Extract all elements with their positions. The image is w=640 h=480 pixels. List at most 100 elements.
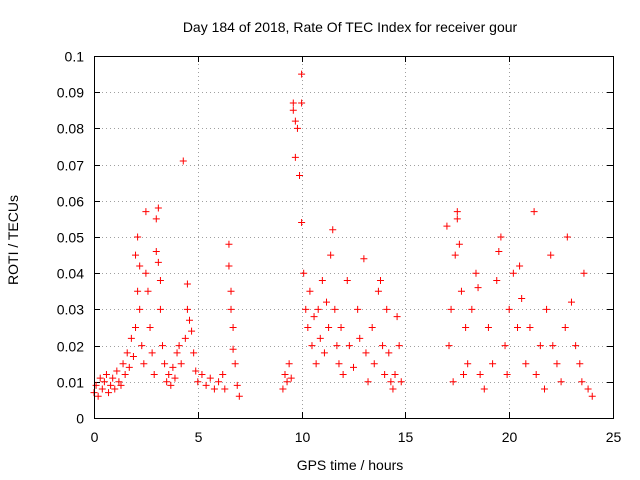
data-point xyxy=(354,305,362,313)
data-point xyxy=(161,360,169,368)
data-point xyxy=(308,342,316,350)
data-point xyxy=(443,222,451,230)
data-point xyxy=(451,251,459,259)
data-point xyxy=(206,374,214,382)
data-point xyxy=(94,392,102,400)
data-point xyxy=(92,381,100,389)
y-tick-label: 0.04 xyxy=(57,266,84,282)
data-point xyxy=(339,371,347,379)
data-point xyxy=(325,324,333,331)
data-point xyxy=(119,360,127,368)
data-point xyxy=(503,371,511,379)
data-point xyxy=(156,276,164,284)
y-tick-label: 0.02 xyxy=(57,339,84,355)
data-point xyxy=(229,324,237,331)
data-point xyxy=(337,324,345,331)
axis-ticks: 0 5 10 15 20 25 0 0.01 0.02 0.03 0.04 0.05 0.06 0.07 0… xyxy=(57,49,622,446)
data-point xyxy=(287,374,295,382)
data-point xyxy=(194,378,202,386)
data-point xyxy=(111,385,119,393)
data-point xyxy=(293,124,301,132)
data-point xyxy=(389,385,397,393)
data-point xyxy=(532,371,540,379)
data-point xyxy=(536,342,544,350)
data-point xyxy=(227,287,235,295)
data-point xyxy=(561,324,569,331)
data-point xyxy=(376,276,384,284)
data-point xyxy=(125,363,133,371)
data-point xyxy=(210,385,218,393)
data-point xyxy=(235,392,243,400)
data-point xyxy=(173,349,181,357)
data-point xyxy=(165,371,173,379)
data-point xyxy=(453,208,461,216)
data-point xyxy=(229,345,237,353)
data-point xyxy=(109,374,117,382)
data-point xyxy=(148,349,156,357)
data-point xyxy=(543,305,551,313)
data-point xyxy=(129,352,137,360)
data-point xyxy=(169,363,177,371)
data-point xyxy=(150,371,158,379)
data-point xyxy=(567,298,575,306)
data-point xyxy=(362,349,370,357)
data-point xyxy=(453,215,461,223)
data-point xyxy=(383,305,391,313)
data-point xyxy=(279,385,287,393)
data-point xyxy=(318,276,326,284)
data-point xyxy=(578,378,586,386)
data-point xyxy=(144,287,152,295)
data-point xyxy=(283,378,291,386)
data-point xyxy=(350,363,357,371)
data-point xyxy=(285,360,293,368)
data-point xyxy=(188,327,196,335)
data-point xyxy=(472,269,480,277)
data-point xyxy=(233,381,241,389)
data-point xyxy=(185,316,193,324)
data-point xyxy=(462,324,470,331)
data-point xyxy=(183,280,191,288)
data-point xyxy=(98,385,106,393)
data-point xyxy=(113,367,121,375)
data-point xyxy=(395,342,403,350)
plot-frame xyxy=(94,56,614,419)
data-point xyxy=(320,349,328,357)
data-point xyxy=(505,305,513,313)
data-point xyxy=(183,305,191,313)
x-tick-label: 0 xyxy=(91,429,99,445)
data-point xyxy=(175,342,183,350)
data-point xyxy=(231,360,239,368)
data-point xyxy=(190,349,198,357)
data-point xyxy=(312,360,320,368)
data-point xyxy=(563,233,571,241)
x-tick-label: 5 xyxy=(195,429,203,445)
y-tick-label: 0.08 xyxy=(57,121,84,137)
data-point xyxy=(179,157,187,165)
data-point xyxy=(105,389,113,397)
data-point xyxy=(356,334,364,342)
data-point xyxy=(296,171,304,179)
data-point xyxy=(154,258,162,266)
data-point xyxy=(360,255,368,263)
data-point xyxy=(391,371,399,379)
data-point xyxy=(572,342,580,350)
data-point xyxy=(557,378,565,386)
data-point xyxy=(316,334,324,342)
data-point xyxy=(289,99,297,107)
data-point xyxy=(167,381,175,389)
data-point xyxy=(225,240,233,248)
data-point xyxy=(304,324,312,331)
data-point xyxy=(476,371,484,379)
chart-title: Day 184 of 2018, Rate Of TEC Index for r… xyxy=(183,19,518,35)
data-point xyxy=(449,378,457,386)
data-point xyxy=(132,251,140,259)
data-point xyxy=(514,324,522,331)
y-tick-label: 0.03 xyxy=(57,302,84,318)
data-point xyxy=(146,324,154,331)
data-point xyxy=(227,305,235,313)
data-point xyxy=(393,313,401,321)
data-point xyxy=(96,374,104,382)
data-point xyxy=(385,349,393,357)
data-point xyxy=(343,276,351,284)
